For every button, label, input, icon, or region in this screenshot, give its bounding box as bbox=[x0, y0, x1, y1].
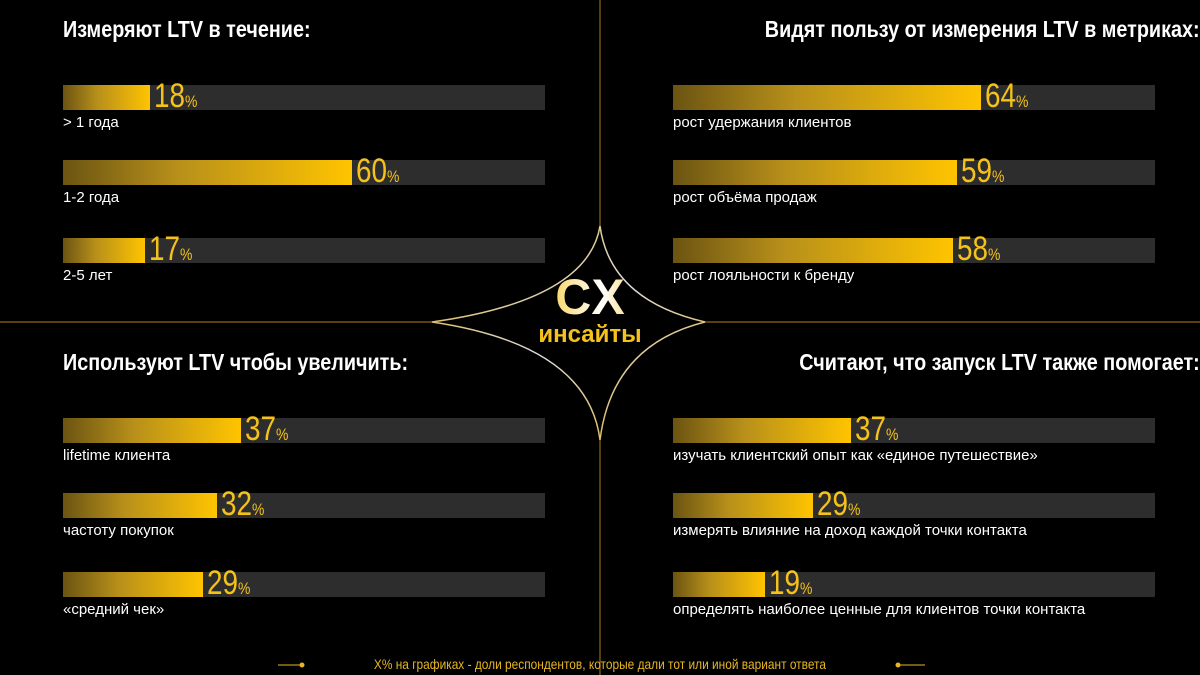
bar-value-label: 64% bbox=[985, 76, 1028, 122]
value-number: 59 bbox=[961, 152, 993, 190]
category-label: рост лояльности к бренду bbox=[673, 267, 855, 284]
bar-row: 18% > 1 года bbox=[63, 77, 545, 145]
bar-row: 59% рост объёма продаж bbox=[673, 152, 1155, 220]
bar-fill bbox=[673, 418, 852, 443]
value-unit: % bbox=[847, 500, 861, 519]
category-label: 1-2 года bbox=[63, 189, 120, 206]
value-number: 64 bbox=[985, 77, 1017, 115]
bar-row: 17% 2-5 лет bbox=[63, 230, 545, 298]
bar-fill bbox=[673, 85, 982, 110]
category-label: определять наиболее ценные для клиентов … bbox=[673, 601, 1086, 618]
value-unit: % bbox=[886, 425, 899, 444]
value-unit: % bbox=[184, 92, 198, 111]
cx-insights-logo: CX инсайты bbox=[528, 272, 652, 348]
bar-fill bbox=[673, 160, 958, 185]
value-number: 37 bbox=[855, 410, 887, 448]
value-number: 18 bbox=[153, 77, 185, 115]
category-label: «средний чек» bbox=[63, 601, 165, 618]
bar-fill bbox=[673, 238, 953, 263]
value-unit: % bbox=[387, 167, 400, 186]
value-number: 58 bbox=[956, 230, 988, 268]
bar-value-label: 19% bbox=[769, 563, 812, 609]
value-number: 32 bbox=[221, 485, 253, 523]
chart-title: Видят пользу от измерения LTV в метриках… bbox=[765, 16, 1200, 42]
bar-value-label: 37% bbox=[855, 409, 898, 455]
chart-title: Измеряют LTV в течение: bbox=[63, 16, 311, 42]
value-unit: % bbox=[276, 425, 289, 444]
bar-row: 32% частоту покупок bbox=[63, 485, 545, 553]
category-label: lifetime клиента bbox=[63, 447, 171, 464]
bar-row: 60% 1-2 года bbox=[63, 152, 545, 220]
bar-fill bbox=[63, 238, 145, 263]
value-number: 29 bbox=[816, 485, 848, 523]
bar-value-label: 32% bbox=[221, 484, 264, 530]
bar-value-label: 18% bbox=[154, 76, 197, 122]
footnote: X% на графиках - доли респондентов, кото… bbox=[373, 656, 827, 672]
bar-row: 19% определять наиболее ценные для клиент… bbox=[673, 564, 1155, 632]
bar-row: 29% «средний чек» bbox=[63, 564, 545, 632]
value-number: 37 bbox=[245, 410, 277, 448]
category-label: рост удержания клиентов bbox=[673, 114, 852, 131]
chart-title: Считают, что запуск LTV также помогает: bbox=[799, 349, 1200, 375]
value-number: 29 bbox=[206, 564, 238, 602]
value-unit: % bbox=[799, 579, 812, 598]
bar-row: 29% измерять влияние на доход каждой точк… bbox=[673, 485, 1155, 553]
bar-fill bbox=[63, 493, 218, 518]
value-number: 19 bbox=[768, 564, 800, 602]
value-number: 17 bbox=[148, 230, 180, 268]
category-label: > 1 года bbox=[63, 114, 119, 131]
bar-value-label: 59% bbox=[961, 151, 1004, 197]
category-label: частоту покупок bbox=[63, 522, 174, 539]
bar-fill bbox=[63, 572, 203, 597]
chart-title: Используют LTV чтобы увеличить: bbox=[63, 349, 409, 375]
category-label: изучать клиентский опыт как «единое путе… bbox=[673, 447, 1038, 464]
bar-value-label: 37% bbox=[245, 409, 288, 455]
bar-fill bbox=[673, 493, 813, 518]
value-unit: % bbox=[252, 500, 265, 519]
value-number: 60 bbox=[356, 152, 388, 190]
bar-value-label: 17% bbox=[149, 229, 192, 275]
logo-sub: инсайты bbox=[538, 321, 642, 348]
bar-fill bbox=[63, 85, 150, 110]
bar-fill bbox=[63, 160, 353, 185]
bar-row: 37% lifetime клиента bbox=[63, 410, 545, 478]
category-label: измерять влияние на доход каждой точки к… bbox=[673, 522, 1027, 539]
bar-row: 64% рост удержания клиентов bbox=[673, 77, 1155, 145]
value-unit: % bbox=[1016, 92, 1029, 111]
category-label: 2-5 лет bbox=[63, 267, 113, 284]
value-unit: % bbox=[237, 579, 251, 598]
bar-value-label: 58% bbox=[957, 229, 1000, 275]
bar-fill bbox=[673, 572, 765, 597]
bar-value-label: 29% bbox=[207, 563, 250, 609]
bar-value-label: 29% bbox=[817, 484, 860, 530]
category-label: рост объёма продаж bbox=[673, 189, 817, 206]
bar-value-label: 60% bbox=[356, 151, 399, 197]
bar-row: 58% рост лояльности к бренду bbox=[673, 230, 1155, 298]
bar-row: 37% изучать клиентский опыт как «единое п… bbox=[673, 410, 1155, 478]
bar-fill bbox=[63, 418, 242, 443]
value-unit: % bbox=[987, 245, 1000, 264]
logo-main: CX bbox=[528, 272, 652, 322]
star-shape bbox=[431, 225, 706, 441]
value-unit: % bbox=[179, 245, 193, 264]
value-unit: % bbox=[992, 167, 1005, 186]
